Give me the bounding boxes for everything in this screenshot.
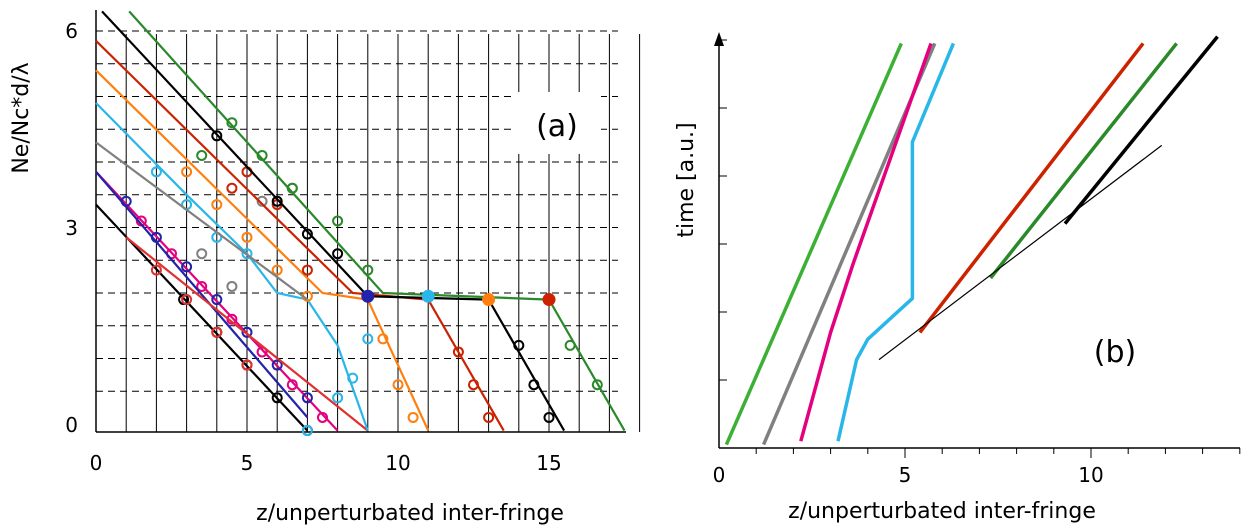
a-series-4-marker-6 bbox=[347, 372, 359, 384]
a-series-6-marker-0 bbox=[196, 248, 208, 260]
a-series-7-marker-5 bbox=[468, 379, 479, 391]
a-series-6-marker-1 bbox=[226, 280, 238, 292]
a-x-tick-15: 15 bbox=[536, 451, 561, 475]
a-series-2-marker-2 bbox=[181, 261, 193, 273]
a-x-tick-5: 5 bbox=[241, 451, 254, 475]
a-series-8-marker-2 bbox=[301, 228, 313, 240]
a-series-9-marker-4 bbox=[332, 215, 344, 227]
a-y-tick-0: 0 bbox=[65, 413, 78, 437]
b-y-axis-arrow bbox=[714, 32, 724, 46]
a-series-8-marker-3 bbox=[332, 248, 344, 260]
a-junction-marker-2 bbox=[482, 293, 496, 307]
b-x-tick-0: 0 bbox=[713, 463, 726, 487]
b-series-line-0 bbox=[724, 42, 903, 446]
a-x-tick-0: 0 bbox=[90, 451, 103, 475]
panel-b bbox=[714, 32, 1241, 458]
a-series-8-marker-6 bbox=[543, 411, 555, 423]
a-series-5-marker-3 bbox=[271, 264, 283, 276]
a-series-5-marker-2 bbox=[241, 231, 253, 243]
a-series-1-marker-5 bbox=[286, 379, 298, 391]
a-series-3-marker-0 bbox=[150, 264, 162, 276]
a-panel-label-box bbox=[513, 92, 601, 154]
a-x-label: z/unperturbated inter-fringe bbox=[256, 501, 564, 526]
a-series-4-marker-4 bbox=[301, 425, 313, 437]
b-y-label: time [a.u.] bbox=[674, 122, 699, 237]
a-series-3-marker-2 bbox=[211, 326, 223, 338]
a-junction-marker-0 bbox=[361, 289, 375, 303]
a-series-9-marker-5 bbox=[362, 264, 374, 276]
a-series-2-marker-3 bbox=[211, 294, 223, 306]
a-panel-label: (a) bbox=[536, 109, 578, 144]
a-series-7-marker-3 bbox=[301, 264, 313, 276]
a-series-9-marker-3 bbox=[286, 182, 298, 194]
a-series-5-marker-0 bbox=[181, 166, 193, 178]
a-y-tick-6: 6 bbox=[65, 19, 78, 43]
a-series-5-marker-6 bbox=[392, 379, 404, 391]
b-series-line-2 bbox=[799, 42, 933, 442]
a-series-5-marker-7 bbox=[407, 411, 419, 423]
a-series-line-9 bbox=[128, 10, 626, 432]
a-series-line-6 bbox=[95, 141, 309, 301]
a-series-8-marker-4 bbox=[513, 339, 525, 351]
b-x-label: z/unperturbated inter-fringe bbox=[788, 499, 1096, 524]
b-series-line-5 bbox=[989, 42, 1178, 280]
b-x-tick-5: 5 bbox=[899, 463, 912, 487]
a-series-4-marker-0 bbox=[150, 166, 162, 178]
a-series-5-marker-5 bbox=[377, 333, 389, 345]
b-panel-label: (b) bbox=[1094, 335, 1136, 370]
a-series-9-marker-7 bbox=[591, 379, 603, 391]
a-y-label: Ne/Nc*d/λ bbox=[9, 62, 34, 173]
a-x-tick-10: 10 bbox=[385, 451, 410, 475]
a-junction-marker-1 bbox=[421, 289, 435, 303]
a-series-3-marker-1 bbox=[181, 294, 193, 306]
a-series-8-marker-5 bbox=[528, 379, 540, 391]
a-series-2-marker-4 bbox=[241, 326, 253, 338]
a-series-2-marker-0 bbox=[120, 195, 132, 207]
b-series-line-3 bbox=[836, 42, 956, 442]
a-series-9-marker-6 bbox=[564, 339, 576, 351]
a-series-1-marker-2 bbox=[196, 280, 208, 292]
a-junction-marker-3 bbox=[542, 293, 556, 307]
a-series-line-2 bbox=[95, 171, 309, 419]
a-series-3-marker-3 bbox=[241, 359, 253, 371]
a-series-8-marker-0 bbox=[211, 130, 223, 142]
a-series-0-marker-3 bbox=[271, 392, 283, 404]
b-series-line-7 bbox=[878, 144, 1163, 361]
a-series-4-marker-5 bbox=[332, 392, 344, 404]
a-series-9-marker-2 bbox=[256, 149, 268, 161]
a-series-1-marker-6 bbox=[317, 411, 328, 423]
b-series-line-4 bbox=[918, 42, 1145, 334]
a-y-tick-3: 3 bbox=[65, 216, 78, 240]
panel-a bbox=[95, 10, 641, 437]
a-series-2-marker-6 bbox=[301, 392, 313, 404]
a-series-7-marker-0 bbox=[226, 182, 238, 194]
b-series-line-6 bbox=[1063, 35, 1219, 225]
a-series-5-marker-1 bbox=[211, 199, 223, 211]
b-x-tick-10: 10 bbox=[1078, 463, 1103, 487]
a-series-6-marker-2 bbox=[256, 195, 268, 207]
a-series-7-marker-6 bbox=[483, 411, 495, 423]
a-series-4-marker-7 bbox=[362, 333, 374, 345]
a-series-7-marker-4 bbox=[452, 346, 464, 358]
a-series-9-marker-1 bbox=[226, 117, 238, 129]
a-series-1-marker-4 bbox=[256, 346, 268, 358]
a-series-9-marker-0 bbox=[196, 149, 208, 161]
a-series-8-marker-1 bbox=[271, 195, 283, 207]
a-series-line-3 bbox=[125, 236, 369, 432]
a-series-2-marker-5 bbox=[271, 359, 283, 371]
a-series-4-marker-3 bbox=[241, 248, 253, 260]
a-series-line-5 bbox=[95, 69, 430, 432]
a-series-line-4 bbox=[95, 102, 369, 431]
a-series-line-1 bbox=[95, 171, 339, 432]
a-series-2-marker-1 bbox=[150, 231, 162, 243]
